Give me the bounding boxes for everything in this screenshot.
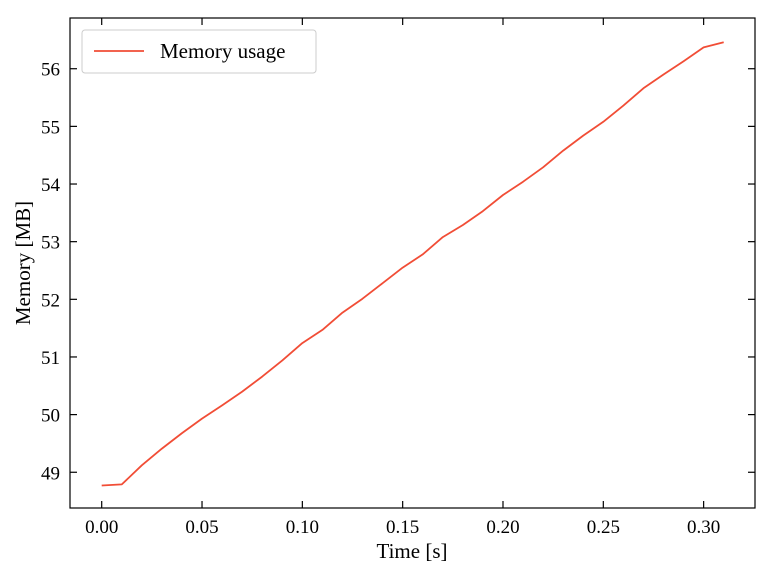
y-tick-label: 56 [41,60,60,81]
y-tick-label: 51 [41,348,60,369]
memory-usage-line [101,41,724,487]
y-tick-label: 55 [41,117,60,138]
x-tick-label: 0.30 [687,517,720,538]
x-tick-label: 0.00 [85,517,118,538]
x-axis-label: Time [s] [377,539,448,563]
legend-box [81,29,317,74]
x-tick-label: 0.20 [486,517,519,538]
x-tick-label: 0.25 [587,517,620,538]
x-tick-label: 0.10 [286,517,319,538]
y-axis-label: Memory [MB] [11,201,35,325]
plot-frame [69,17,756,509]
x-tick-label: 0.15 [386,517,419,538]
y-tick-label: 53 [41,233,60,254]
y-tick-label: 50 [41,406,60,427]
y-tick-label: 49 [41,463,60,484]
y-tick-label: 52 [41,290,60,311]
legend-label: Memory usage [160,39,285,63]
x-tick-label: 0.05 [185,517,218,538]
y-tick-label: 54 [41,175,61,196]
legend: Memory usage [81,29,317,74]
